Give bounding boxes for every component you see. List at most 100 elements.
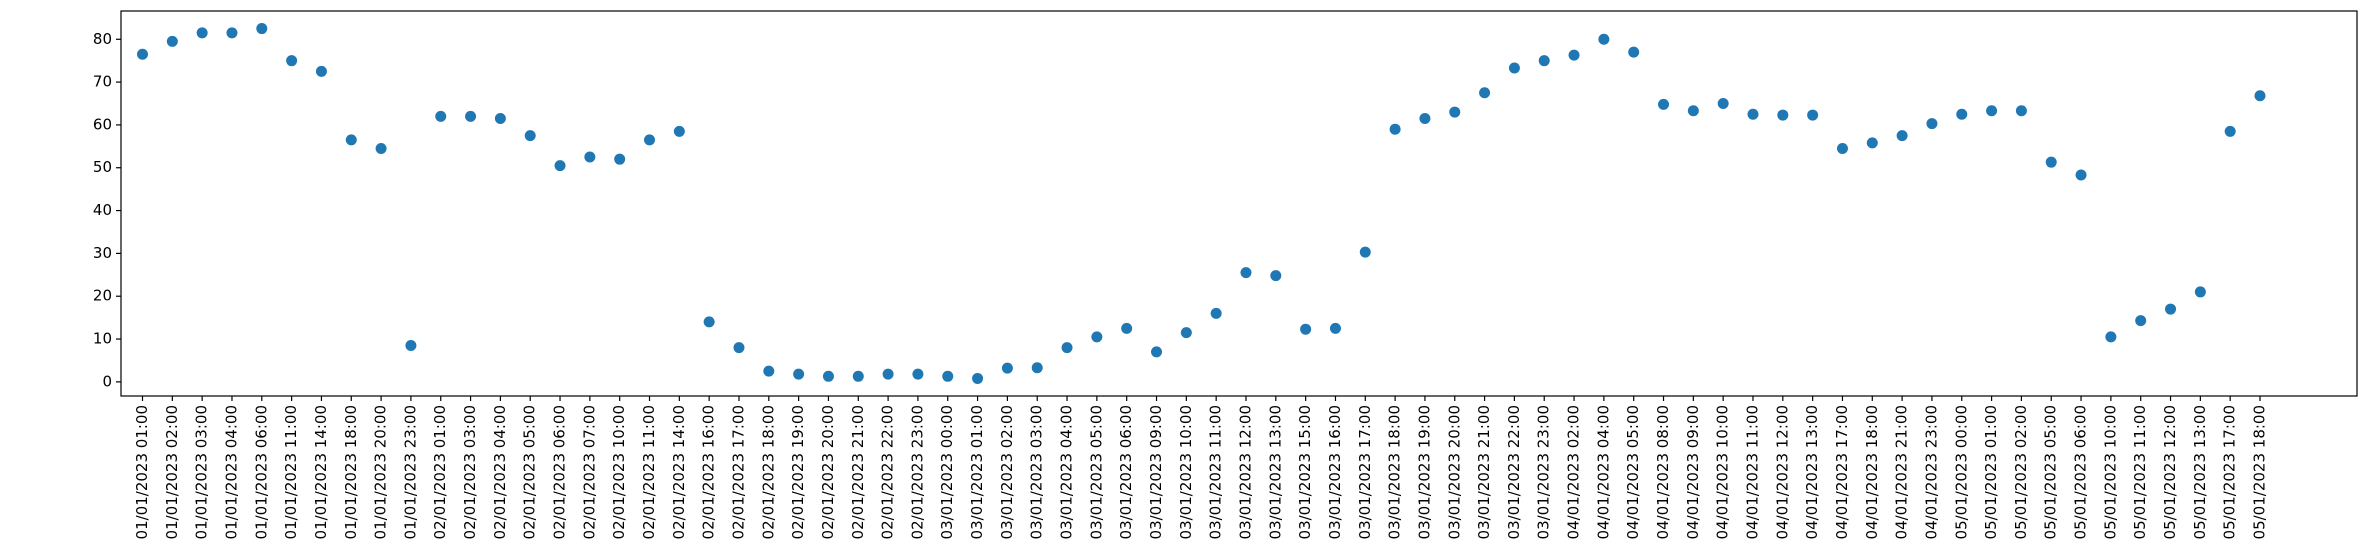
point (2194, 286, 2206, 298)
point (1986, 105, 1998, 117)
y-tick-label: 30 (93, 244, 112, 262)
point (1270, 270, 1282, 282)
point (1419, 112, 1431, 124)
x-tick-label: 04/01/2023 08:00 (1654, 405, 1672, 539)
point (1836, 142, 1848, 154)
x-tick-label: 01/01/2023 11:00 (282, 405, 300, 539)
point (286, 55, 298, 67)
point (1210, 307, 1222, 319)
point (2015, 105, 2027, 117)
point (673, 125, 685, 137)
point (1508, 62, 1520, 74)
x-tick-label: 05/01/2023 11:00 (2131, 405, 2149, 539)
point (1896, 130, 1908, 142)
x-tick-label: 02/01/2023 11:00 (640, 405, 658, 539)
x-tick-label: 03/01/2023 22:00 (1505, 405, 1523, 539)
point (375, 142, 387, 154)
point (2045, 156, 2057, 168)
x-tick-label: 05/01/2023 17:00 (2221, 405, 2239, 539)
point (1777, 109, 1789, 121)
x-tick-label: 01/01/2023 14:00 (312, 405, 330, 539)
x-tick-label: 01/01/2023 23:00 (401, 405, 419, 539)
x-tick-label: 03/01/2023 01:00 (968, 405, 986, 539)
x-tick-label: 01/01/2023 04:00 (222, 405, 240, 539)
plot-frame (120, 10, 2358, 397)
point (822, 370, 834, 382)
point (972, 372, 984, 384)
point (763, 365, 775, 377)
x-tick-label: 03/01/2023 19:00 (1415, 405, 1433, 539)
x-tick-label: 02/01/2023 19:00 (789, 405, 807, 539)
x-tick-label: 03/01/2023 05:00 (1087, 405, 1105, 539)
point (1091, 331, 1103, 343)
point (1359, 246, 1371, 258)
x-tick-label: 04/01/2023 05:00 (1624, 405, 1642, 539)
x-tick-label: 03/01/2023 02:00 (998, 405, 1016, 539)
point (1866, 137, 1878, 149)
x-tick-label: 04/01/2023 02:00 (1565, 405, 1583, 539)
x-tick-label: 01/01/2023 02:00 (163, 405, 181, 539)
point (1121, 322, 1133, 334)
x-tick-label: 03/01/2023 12:00 (1236, 405, 1254, 539)
x-tick-label: 05/01/2023 13:00 (2191, 405, 2209, 539)
x-tick-label: 03/01/2023 06:00 (1117, 405, 1135, 539)
x-tick-label: 05/01/2023 05:00 (2042, 405, 2060, 539)
x-tick-label: 03/01/2023 13:00 (1266, 405, 1284, 539)
x-tick-label: 03/01/2023 16:00 (1326, 405, 1344, 539)
point (1001, 362, 1013, 374)
point (2254, 90, 2266, 102)
point (882, 368, 894, 380)
x-tick-label: 02/01/2023 04:00 (491, 405, 509, 539)
x-tick-label: 03/01/2023 18:00 (1386, 405, 1404, 539)
x-tick-label: 04/01/2023 09:00 (1684, 405, 1702, 539)
point (1538, 55, 1550, 67)
x-tick-label: 04/01/2023 11:00 (1743, 405, 1761, 539)
point (2224, 125, 2236, 137)
point (703, 316, 715, 328)
point (405, 339, 417, 351)
x-tick-label: 05/01/2023 10:00 (2101, 405, 2119, 539)
x-tick-label: 05/01/2023 06:00 (2072, 405, 2090, 539)
x-tick-label: 05/01/2023 00:00 (1952, 405, 1970, 539)
x-tick-label: 03/01/2023 20:00 (1445, 405, 1463, 539)
x-tick-label: 04/01/2023 04:00 (1594, 405, 1612, 539)
y-tick-label: 60 (93, 115, 112, 133)
x-tick-label: 02/01/2023 18:00 (759, 405, 777, 539)
point (554, 160, 566, 172)
point (1658, 98, 1670, 110)
y-tick-label: 50 (93, 158, 112, 176)
y-tick-label: 20 (93, 287, 112, 305)
y-tick-label: 40 (93, 201, 112, 219)
point (912, 368, 924, 380)
x-tick-label: 05/01/2023 18:00 (2251, 405, 2269, 539)
x-tick-label: 04/01/2023 13:00 (1803, 405, 1821, 539)
point (1329, 322, 1341, 334)
point (2165, 303, 2177, 315)
x-tick-label: 02/01/2023 06:00 (551, 405, 569, 539)
point (137, 48, 148, 60)
point (315, 65, 327, 77)
point (1151, 346, 1163, 358)
x-tick-label: 02/01/2023 05:00 (521, 405, 539, 539)
x-tick-label: 04/01/2023 23:00 (1922, 405, 1940, 539)
x-tick-label: 01/01/2023 01:00 (133, 405, 151, 539)
x-tick-label: 03/01/2023 15:00 (1296, 405, 1314, 539)
x-tick-label: 03/01/2023 11:00 (1207, 405, 1225, 539)
point (435, 110, 447, 122)
x-tick-label: 04/01/2023 10:00 (1714, 405, 1732, 539)
x-tick-label: 05/01/2023 12:00 (2161, 405, 2179, 539)
point (196, 27, 208, 39)
x-tick-label: 03/01/2023 10:00 (1177, 405, 1195, 539)
point (1687, 105, 1699, 117)
point (2105, 331, 2117, 343)
point (1568, 49, 1580, 61)
x-tick-label: 02/01/2023 10:00 (610, 405, 628, 539)
point (494, 112, 506, 124)
x-tick-label: 01/01/2023 18:00 (342, 405, 360, 539)
point (1389, 123, 1401, 135)
x-tick-label: 02/01/2023 14:00 (670, 405, 688, 539)
point (1061, 342, 1073, 354)
x-tick-label: 03/01/2023 04:00 (1058, 405, 1076, 539)
x-tick-label: 04/01/2023 17:00 (1833, 405, 1851, 539)
